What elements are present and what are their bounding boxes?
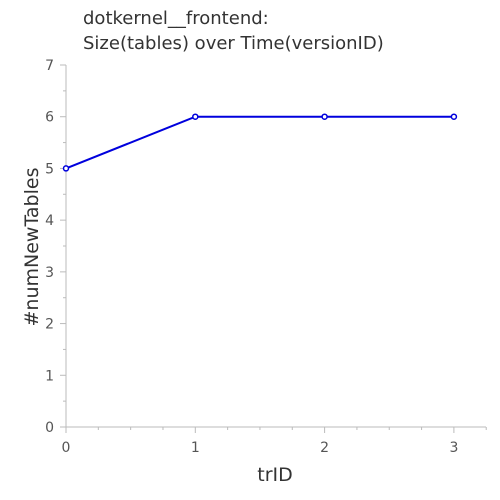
x-axis-title: trID bbox=[257, 464, 293, 486]
axes: 0 1 2 3 4 5 6 7 0 1 2 3 bbox=[45, 58, 487, 456]
y-tick-label: 7 bbox=[45, 58, 54, 74]
x-tick-label: 3 bbox=[449, 440, 458, 456]
data-point bbox=[192, 113, 199, 120]
y-tick-label: 5 bbox=[45, 161, 54, 177]
x-tick-label: 1 bbox=[191, 440, 200, 456]
data-point bbox=[62, 165, 70, 172]
y-tick-label: 4 bbox=[45, 213, 54, 229]
chart-title-line-1: dotkernel__frontend: bbox=[83, 8, 269, 29]
x-tick-label: 0 bbox=[62, 440, 71, 456]
chart-title-line-2: Size(tables) over Time(versionID) bbox=[83, 33, 384, 54]
series-line bbox=[65, 115, 454, 170]
y-tick-label: 2 bbox=[45, 317, 54, 333]
series-group bbox=[62, 113, 458, 172]
y-tick-label: 0 bbox=[45, 420, 54, 436]
data-point bbox=[450, 113, 458, 120]
y-tick-label: 3 bbox=[45, 265, 54, 281]
data-point bbox=[321, 113, 328, 120]
y-axis-title: #numNewTables bbox=[21, 168, 43, 327]
x-tick-label: 2 bbox=[320, 440, 329, 456]
y-tick-label: 6 bbox=[45, 110, 54, 126]
y-tick-label: 1 bbox=[45, 368, 54, 384]
